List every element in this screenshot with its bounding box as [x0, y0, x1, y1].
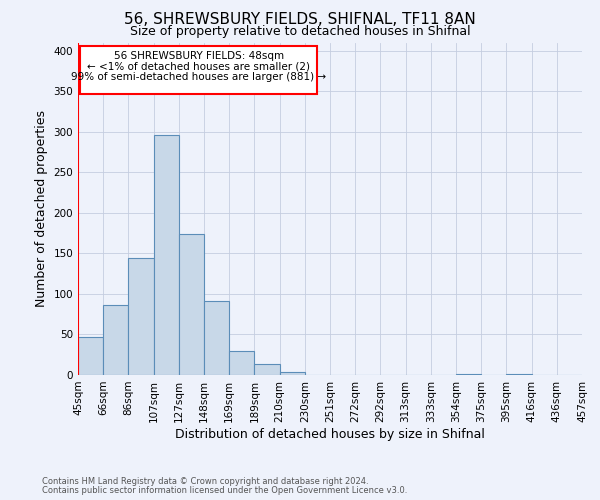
- Text: 56 SHREWSBURY FIELDS: 48sqm: 56 SHREWSBURY FIELDS: 48sqm: [113, 50, 284, 60]
- Bar: [179, 234, 204, 375]
- Bar: [204, 301, 229, 375]
- Text: 99% of semi-detached houses are larger (881) →: 99% of semi-detached houses are larger (…: [71, 72, 326, 82]
- Text: Contains public sector information licensed under the Open Government Licence v3: Contains public sector information licen…: [42, 486, 407, 495]
- Text: ← <1% of detached houses are smaller (2): ← <1% of detached houses are smaller (2): [87, 61, 310, 71]
- Bar: [78, 337, 103, 375]
- Text: Size of property relative to detached houses in Shifnal: Size of property relative to detached ho…: [130, 25, 470, 38]
- Bar: [254, 364, 280, 375]
- Text: Contains HM Land Registry data © Crown copyright and database right 2024.: Contains HM Land Registry data © Crown c…: [42, 477, 368, 486]
- Y-axis label: Number of detached properties: Number of detached properties: [35, 110, 48, 307]
- Bar: [456, 374, 481, 375]
- Text: 56, SHREWSBURY FIELDS, SHIFNAL, TF11 8AN: 56, SHREWSBURY FIELDS, SHIFNAL, TF11 8AN: [124, 12, 476, 28]
- X-axis label: Distribution of detached houses by size in Shifnal: Distribution of detached houses by size …: [175, 428, 485, 440]
- Bar: [103, 306, 128, 375]
- Bar: [506, 374, 532, 375]
- Bar: [280, 372, 305, 375]
- FancyBboxPatch shape: [80, 46, 317, 94]
- Bar: [154, 135, 179, 375]
- Bar: [229, 352, 254, 375]
- Bar: [128, 258, 154, 375]
